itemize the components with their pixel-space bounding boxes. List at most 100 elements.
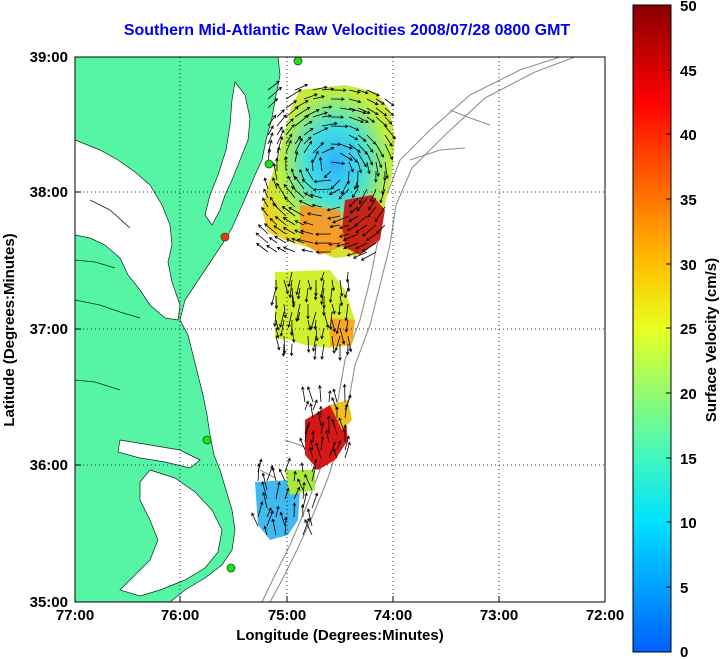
velocity-arrow xyxy=(368,197,377,211)
velocity-arrow xyxy=(291,327,296,344)
velocity-arrow xyxy=(304,287,309,303)
velocity-arrow xyxy=(330,88,347,92)
velocity-arrow xyxy=(285,238,296,244)
velocity-arrow xyxy=(348,116,365,123)
velocity-arrow xyxy=(257,501,264,518)
velocity-arrow xyxy=(306,304,310,320)
velocity-arrow xyxy=(267,97,279,109)
velocity-arrow xyxy=(276,135,284,154)
x-tick-label: 73:00 xyxy=(480,607,518,624)
velocity-arrow xyxy=(300,462,304,473)
y-tick-label: 37:00 xyxy=(30,321,68,338)
velocity-field xyxy=(255,85,395,540)
velocity-arrow xyxy=(297,478,304,491)
velocity-arrow xyxy=(331,418,338,435)
velocity-arrow xyxy=(375,143,384,158)
albemarle-sound xyxy=(117,439,201,469)
velocity-arrow xyxy=(274,216,287,226)
velocity-arrow xyxy=(354,242,368,250)
velocity-arrow xyxy=(348,89,361,94)
velocity-arrow xyxy=(384,134,393,147)
river xyxy=(75,199,141,391)
velocity-arrow xyxy=(263,525,268,536)
velocity-arrow xyxy=(291,186,305,199)
velocity-arrow xyxy=(384,161,389,180)
velocity-arrow xyxy=(272,177,278,190)
velocity-arrow xyxy=(294,175,305,190)
velocity-arrow xyxy=(279,319,285,337)
velocity-arrow xyxy=(285,89,302,100)
velocity-arrow xyxy=(361,242,377,253)
colorbar-tick-label: 35 xyxy=(680,192,697,209)
velocity-arrow xyxy=(357,107,371,114)
velocity-arrow xyxy=(320,327,325,340)
velocity-arrow xyxy=(313,179,332,184)
velocity-arrow xyxy=(275,505,280,518)
velocity-arrow xyxy=(294,114,310,127)
velocity-arrow xyxy=(303,192,314,199)
velocity-arrow xyxy=(348,98,362,104)
velocity-arrow xyxy=(330,97,345,101)
velocity-arrow xyxy=(357,89,369,95)
velocity-arrow xyxy=(315,250,332,254)
velocity-arrow xyxy=(266,510,274,527)
velocity-arrow xyxy=(319,405,323,419)
velocity-arrow xyxy=(352,251,368,259)
radar-station xyxy=(220,232,230,242)
velocity-arrow xyxy=(279,511,286,527)
velocity-arrow xyxy=(291,237,305,244)
velocity-arrow xyxy=(279,311,285,328)
velocity-arrow xyxy=(316,410,322,427)
velocity-arrow xyxy=(261,480,268,500)
velocity-arrow xyxy=(282,217,296,226)
velocity-arrow xyxy=(304,519,313,536)
velocity-arrow xyxy=(288,279,293,299)
velocity-arrow xyxy=(332,447,338,459)
velocity-arrow xyxy=(327,215,341,220)
velocity-arrow xyxy=(302,221,314,226)
velocity-arrow xyxy=(328,242,341,246)
velocity-arrow xyxy=(266,244,278,253)
velocity-arrow xyxy=(285,133,293,145)
velocity-arrow xyxy=(314,232,332,236)
velocity-arrow xyxy=(338,233,350,238)
velocity-arrow xyxy=(281,343,286,357)
velocity-arrow xyxy=(301,248,314,253)
velocity-arrow xyxy=(355,170,360,189)
velocity-arrow xyxy=(255,232,269,244)
velocity-arrow xyxy=(311,492,319,509)
velocity-arrow xyxy=(362,224,377,237)
velocity-arrow xyxy=(313,287,318,301)
velocity-arrow xyxy=(275,481,281,500)
velocity-arrow xyxy=(328,389,332,403)
velocity-arrow xyxy=(328,287,333,304)
velocity-arrow xyxy=(289,343,294,357)
velocity-arrow xyxy=(320,287,325,306)
y-tick-label: 36:00 xyxy=(30,457,68,474)
velocity-arrow xyxy=(262,197,269,208)
velocity-arrow xyxy=(301,178,314,190)
velocity-arrow xyxy=(306,508,313,527)
velocity-arrow xyxy=(375,224,386,235)
grid-lines xyxy=(75,57,605,602)
velocity-arrow xyxy=(344,435,350,451)
velocity-arrow xyxy=(311,203,323,208)
delmarva-bay xyxy=(204,81,251,226)
velocity-arrow xyxy=(351,188,359,199)
velocity-arrow xyxy=(311,458,318,473)
velocity-arrow xyxy=(275,335,281,351)
velocity-arrow xyxy=(366,152,373,166)
velocity-arrow xyxy=(320,435,325,451)
velocity-arrow xyxy=(290,168,296,181)
velocity-arrow xyxy=(271,518,277,536)
velocity-arrow xyxy=(375,98,385,105)
velocity-arrow xyxy=(283,279,289,295)
velocity-arrow xyxy=(281,206,296,217)
velocity-arrow xyxy=(287,311,293,328)
velocity-arrow xyxy=(311,430,315,443)
velocity-arrow xyxy=(338,224,350,230)
velocity-arrow xyxy=(261,472,268,491)
velocity-arrow xyxy=(294,220,305,226)
velocity-arrow xyxy=(315,442,322,459)
velocity-arrow xyxy=(294,106,311,118)
